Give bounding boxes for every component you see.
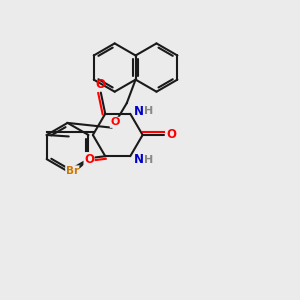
- Text: O: O: [166, 128, 176, 142]
- Text: N: N: [134, 105, 144, 118]
- Text: O: O: [110, 117, 120, 127]
- Text: O: O: [84, 153, 94, 166]
- Text: N: N: [134, 153, 144, 166]
- Text: H: H: [144, 106, 153, 116]
- Text: H: H: [144, 155, 153, 165]
- Text: O: O: [96, 77, 106, 91]
- Text: Br: Br: [66, 166, 79, 176]
